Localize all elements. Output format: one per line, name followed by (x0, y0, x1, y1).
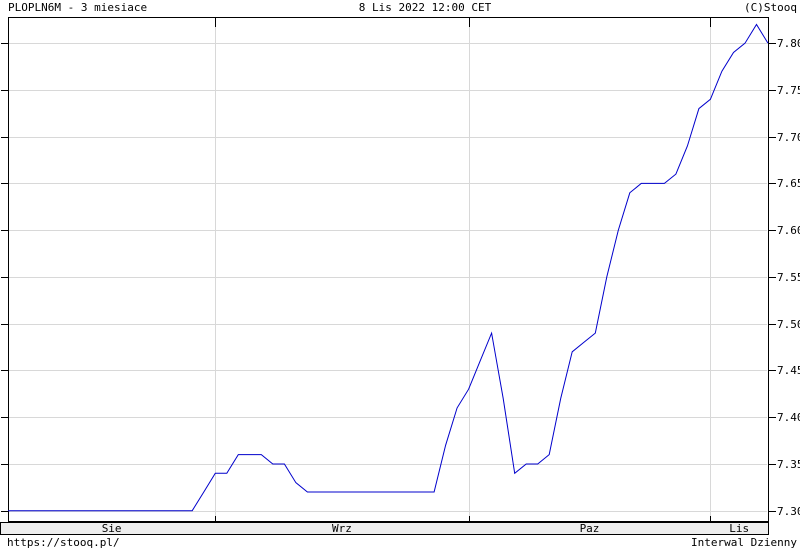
x-axis-month-label: Lis (729, 522, 750, 535)
interval-label: Interwal Dzienny (691, 536, 797, 549)
y-axis-label: 7.35 (777, 458, 800, 471)
x-axis-month-label: Wrz (332, 522, 352, 535)
copyright-label: (C)Stooq (744, 1, 797, 14)
chart-timestamp: 8 Lis 2022 12:00 CET (358, 1, 492, 14)
y-axis-label: 7.60 (777, 224, 800, 237)
plot-frame (8, 17, 769, 522)
y-axis-label: 7.70 (777, 131, 800, 144)
site-url-label: https://stooq.pl/ (7, 536, 120, 549)
chart-title: PLOPLN6M - 3 miesiace (8, 1, 148, 14)
y-axis-label: 7.45 (777, 364, 800, 377)
x-axis-month-label: Paz (579, 522, 600, 535)
y-axis-label: 7.65 (777, 177, 800, 190)
y-axis-label: 7.80 (777, 37, 800, 50)
y-axis-label: 7.50 (777, 318, 800, 331)
price-line (8, 23, 769, 512)
y-axis-label: 7.75 (777, 84, 800, 97)
y-axis-label: 7.55 (777, 271, 800, 284)
y-axis-label: 7.40 (777, 411, 800, 424)
y-axis-label: 7.30 (777, 505, 800, 518)
x-axis-month-label: Sie (101, 522, 122, 535)
month-band (0, 522, 769, 535)
